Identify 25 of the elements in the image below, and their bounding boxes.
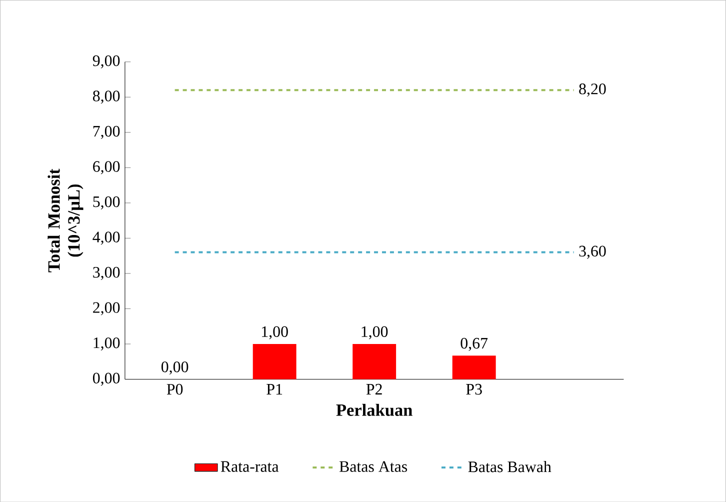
legend-label: Rata-rata xyxy=(220,461,279,472)
data-label: 0,00 xyxy=(161,361,188,374)
y-axis-title: Total Monosit (10^3/µL) xyxy=(48,168,84,272)
data-label: 1,00 xyxy=(262,326,288,340)
data-label: 8,20 xyxy=(579,83,606,96)
y-tick-label: 9,00 xyxy=(92,55,120,68)
x-tick-label: P1 xyxy=(266,384,282,394)
y-tick-label: 5,00 xyxy=(93,196,120,210)
y-tick-label: 0,00 xyxy=(92,372,120,386)
y-tick-label: 6,00 xyxy=(93,160,120,174)
x-tick-label: P3 xyxy=(466,384,482,394)
y-tick-label: 3,00 xyxy=(93,266,120,280)
data-label: 1,00 xyxy=(362,326,388,340)
x-tick-label: P2 xyxy=(366,384,382,394)
y-tick-label: 7,00 xyxy=(93,126,120,139)
legend-label: Batas Atas xyxy=(339,461,408,472)
y-tick-label: 4,00 xyxy=(92,232,120,245)
legend-label: Batas Bawah xyxy=(468,460,552,472)
y-tick-label: 1,00 xyxy=(94,337,120,350)
data-label: 0,67 xyxy=(460,338,488,351)
x-tick-label: P0 xyxy=(166,384,183,395)
x-axis-title: Perlakuan xyxy=(336,404,412,416)
y-tick-label: 8,00 xyxy=(92,90,120,104)
data-label: 3,60 xyxy=(579,246,606,259)
y-tick-label: 2,00 xyxy=(93,302,120,316)
